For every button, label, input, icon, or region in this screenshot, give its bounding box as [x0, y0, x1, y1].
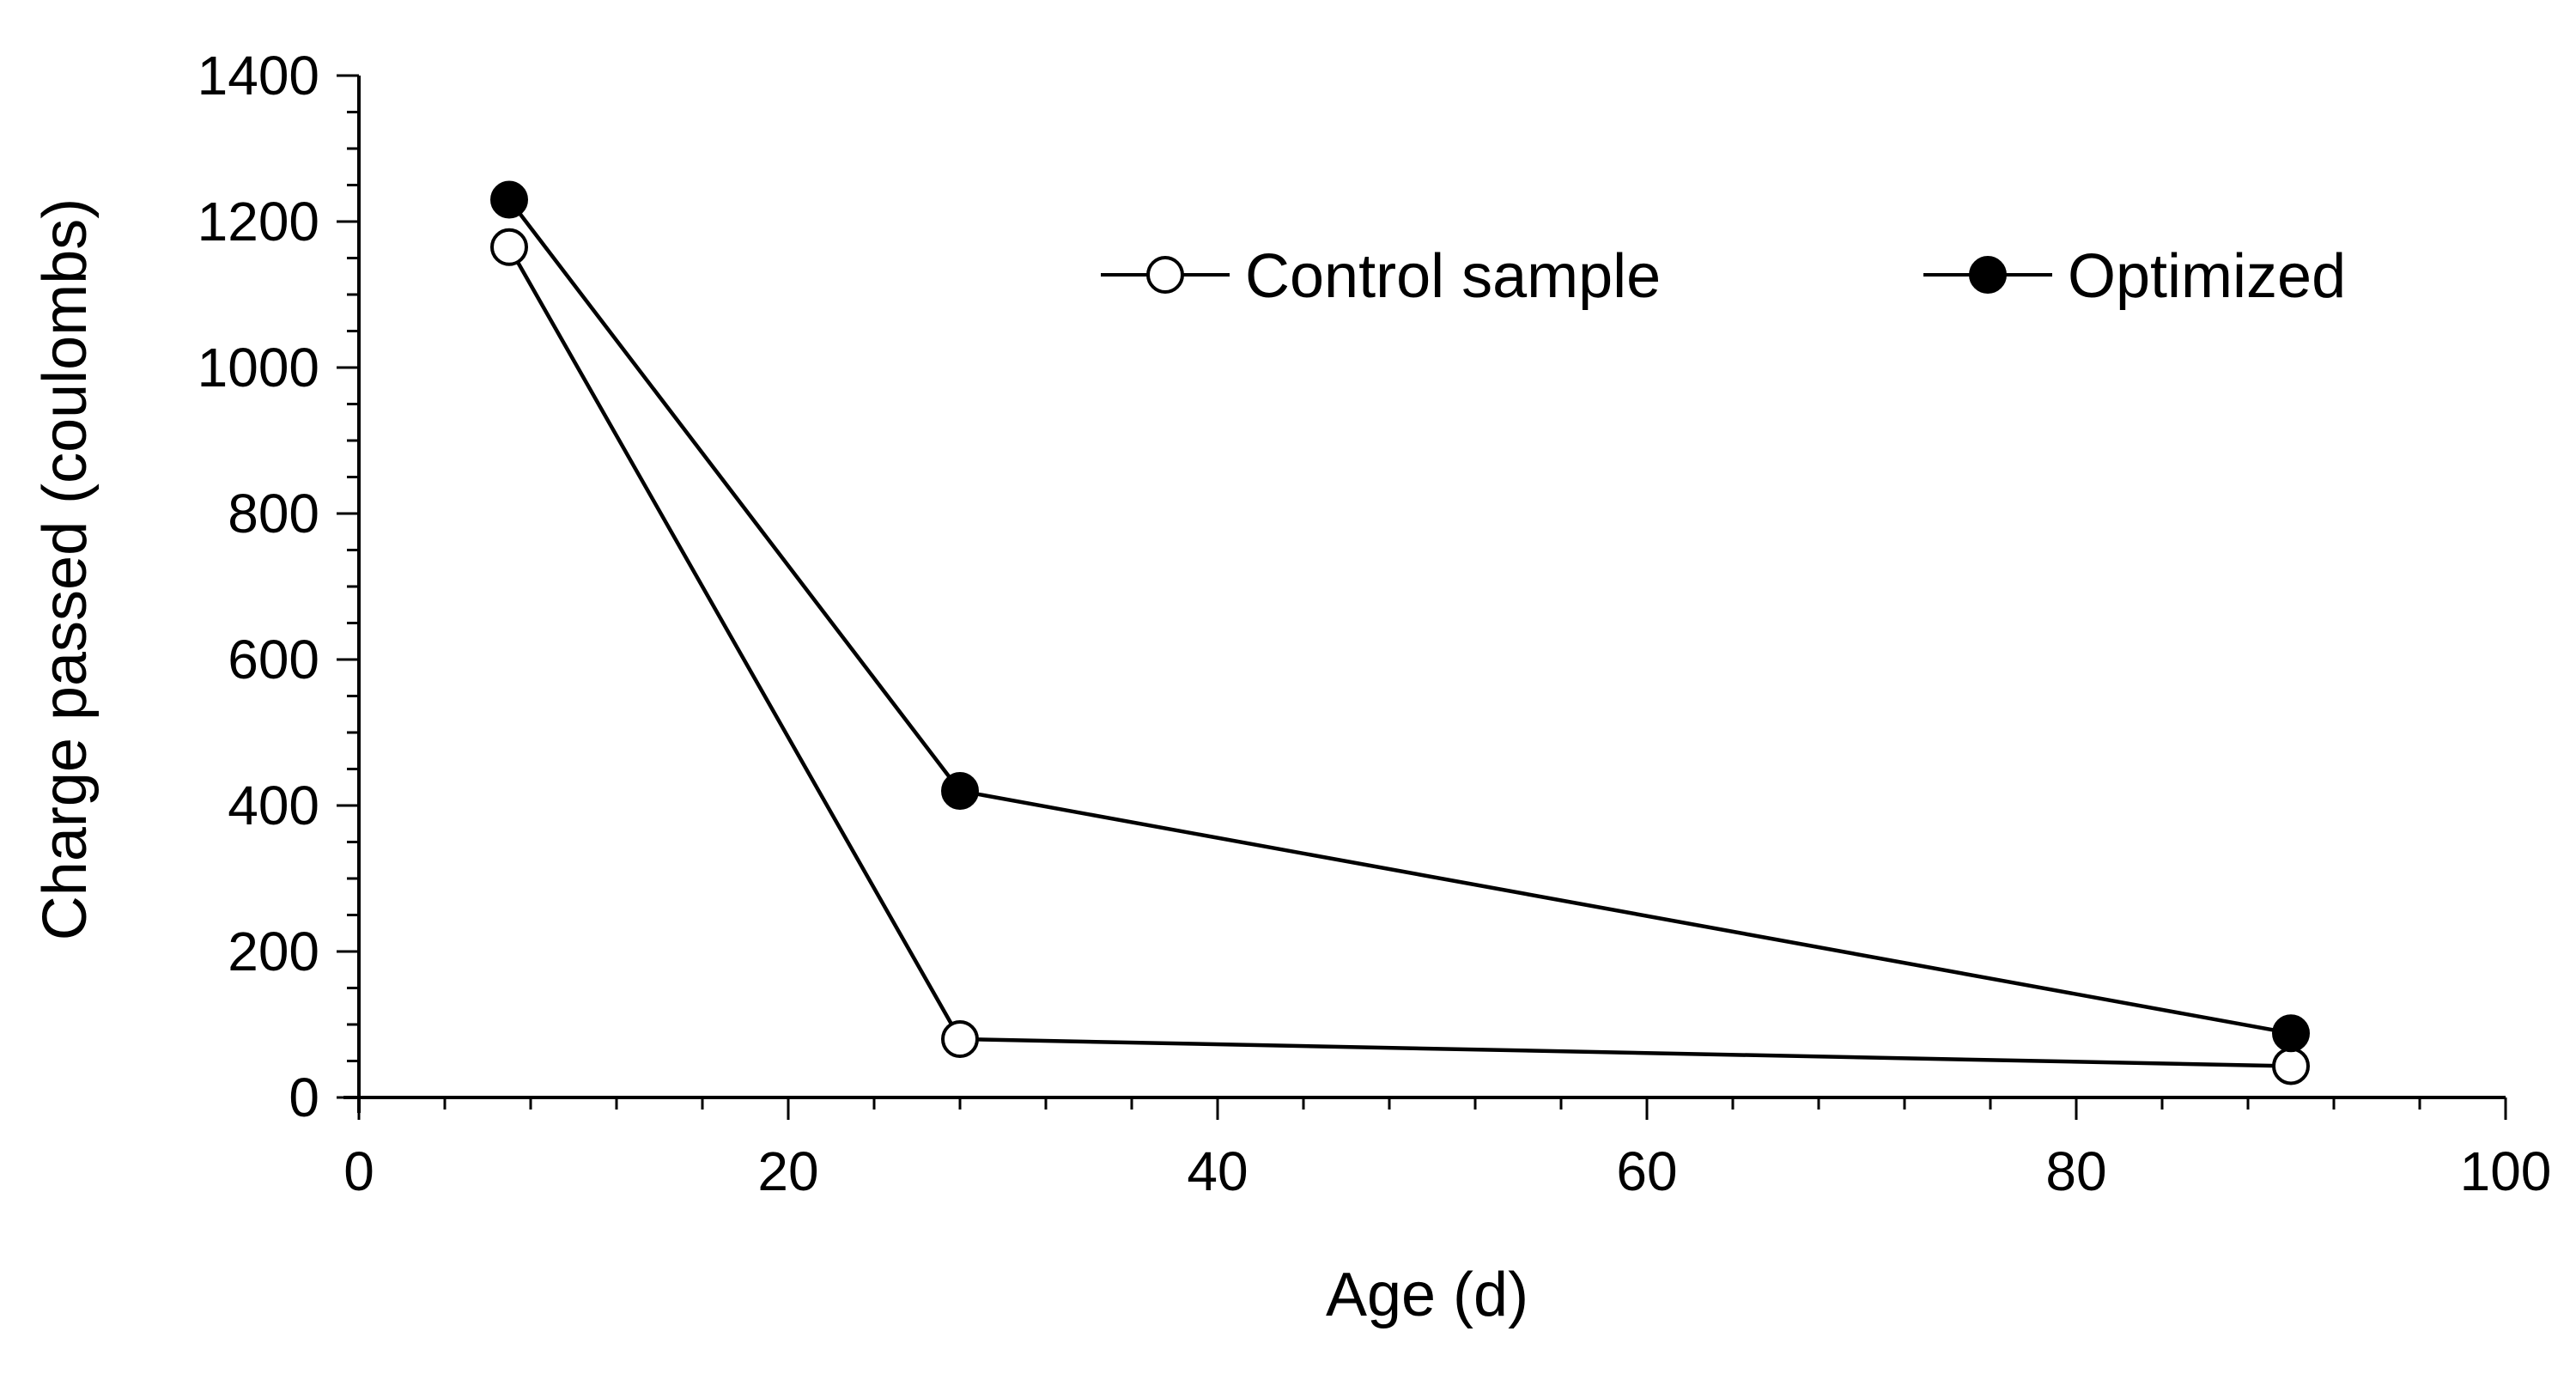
- legend-marker-2: [1969, 256, 2007, 294]
- series-layer: [490, 180, 2310, 1085]
- series-line-1: [507, 246, 2292, 1068]
- x-tick-label: 0: [343, 1140, 374, 1202]
- data-point: [941, 1020, 979, 1058]
- data-point: [941, 772, 979, 810]
- x-tick-label: 100: [2460, 1140, 2552, 1202]
- tick-labels: 0 200 400 600 800 1000 1200 1400 0 20 40 60 80 100: [197, 45, 2552, 1202]
- data-point: [490, 228, 528, 266]
- legend-label-2: Optimized: [2068, 242, 2346, 311]
- y-tick-label: 1000: [197, 337, 319, 398]
- y-tick-label: 1400: [197, 45, 319, 106]
- x-tick-label: 60: [1616, 1140, 1677, 1202]
- y-tick-label: 800: [228, 483, 319, 544]
- legend: Control sample Optimized: [1101, 242, 2346, 311]
- y-tick-label: 600: [228, 629, 319, 690]
- data-point: [490, 180, 528, 219]
- tick-marks: [337, 74, 2507, 1120]
- y-tick-label: 0: [289, 1067, 319, 1128]
- x-tick-label: 20: [757, 1140, 818, 1202]
- data-point: [2272, 1014, 2310, 1053]
- x-axis-title: Age (d): [1326, 1261, 1528, 1329]
- legend-marker-1: [1146, 256, 1184, 294]
- y-tick-label: 200: [228, 921, 319, 982]
- y-tick-label: 400: [228, 775, 319, 836]
- y-tick-label: 1200: [197, 191, 319, 252]
- x-tick-label: 40: [1187, 1140, 1248, 1202]
- legend-label-1: Control sample: [1245, 242, 1661, 311]
- x-tick-label: 80: [2045, 1140, 2106, 1202]
- y-axis-title: Charge passed (coulombs): [31, 198, 100, 940]
- axes: [343, 76, 2506, 1113]
- data-point: [2272, 1047, 2310, 1085]
- series-line-2: [507, 198, 2292, 1036]
